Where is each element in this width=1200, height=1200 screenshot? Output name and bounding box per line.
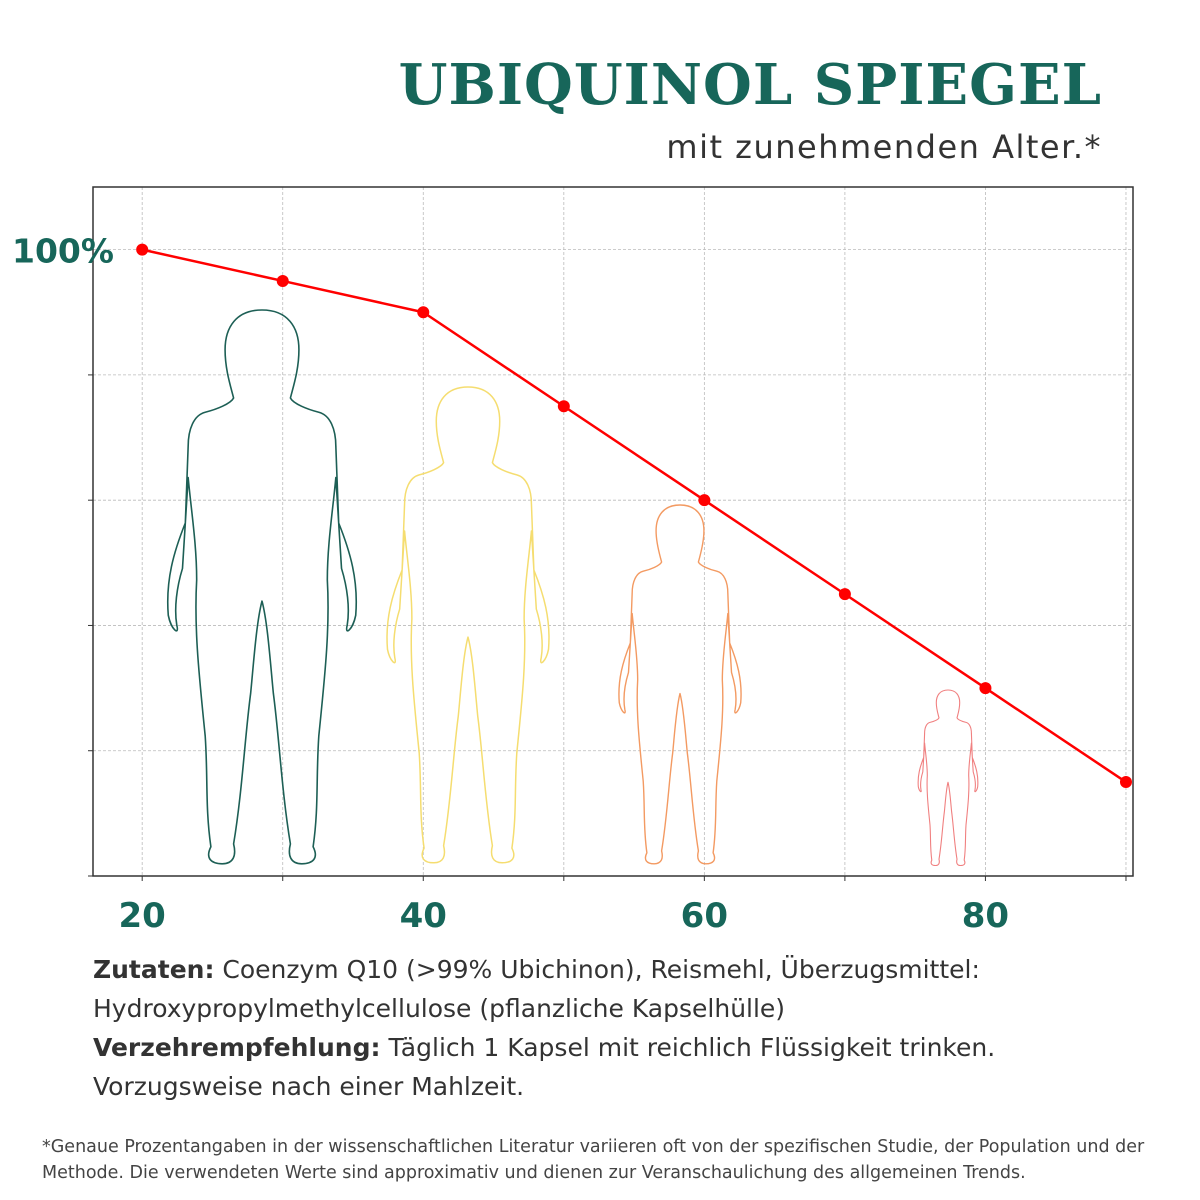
y-tick-label: 100% xyxy=(12,232,114,271)
girl-silhouette-icon xyxy=(618,504,742,865)
data-point xyxy=(698,494,711,507)
woman-silhouette-icon xyxy=(386,386,550,864)
chart-title: UBIQUINOL SPIEGEL xyxy=(398,52,1102,118)
footnote: *Genaue Prozentangaben in der wissenscha… xyxy=(42,1137,1145,1183)
axis-ticks xyxy=(88,249,1127,881)
figure-outline xyxy=(166,309,358,865)
data-point xyxy=(276,274,289,287)
woman-silhouette-icon xyxy=(166,309,358,865)
figure-outline xyxy=(917,689,979,867)
axis-labels: 20 40 60 80 100% xyxy=(12,232,1009,936)
series-layer xyxy=(136,243,1132,789)
plot-frame xyxy=(92,186,1134,877)
data-point xyxy=(838,588,851,601)
recommendation-paragraph: Verzehrempfehlung: Täglich 1 Kapsel mit … xyxy=(93,1028,1133,1106)
ingredients-paragraph: Zutaten: Coenzym Q10 (>99% Ubichinon), R… xyxy=(93,950,1133,1028)
recommendation-text: Täglich 1 Kapsel mit reichlich Flüssigke… xyxy=(93,1033,996,1101)
data-point xyxy=(1119,776,1132,789)
chart-grid xyxy=(93,187,1133,876)
line-chart: 20 40 60 80 100% xyxy=(12,186,1134,936)
figure-outline xyxy=(618,504,742,865)
ingredients-text: Coenzym Q10 (>99% Ubichinon), Reismehl, … xyxy=(93,955,980,1023)
recommendation-label: Verzehrempfehlung: xyxy=(93,1033,381,1062)
figure-outline xyxy=(386,386,550,864)
x-tick-label: 80 xyxy=(962,896,1009,936)
x-tick-label: 60 xyxy=(681,896,728,936)
product-info: Zutaten: Coenzym Q10 (>99% Ubichinon), R… xyxy=(93,950,1133,1106)
data-point xyxy=(979,682,992,695)
data-point xyxy=(557,400,570,413)
series-line xyxy=(141,248,1127,784)
illustration-layer xyxy=(166,309,979,867)
x-tick-label: 40 xyxy=(400,896,447,936)
chart-subtitle: mit zunehmenden Alter.* xyxy=(666,128,1102,166)
data-point xyxy=(417,306,430,319)
x-tick-label: 20 xyxy=(119,896,166,936)
ingredients-label: Zutaten: xyxy=(93,955,215,984)
child-silhouette-icon xyxy=(917,689,979,867)
data-point xyxy=(136,243,149,256)
